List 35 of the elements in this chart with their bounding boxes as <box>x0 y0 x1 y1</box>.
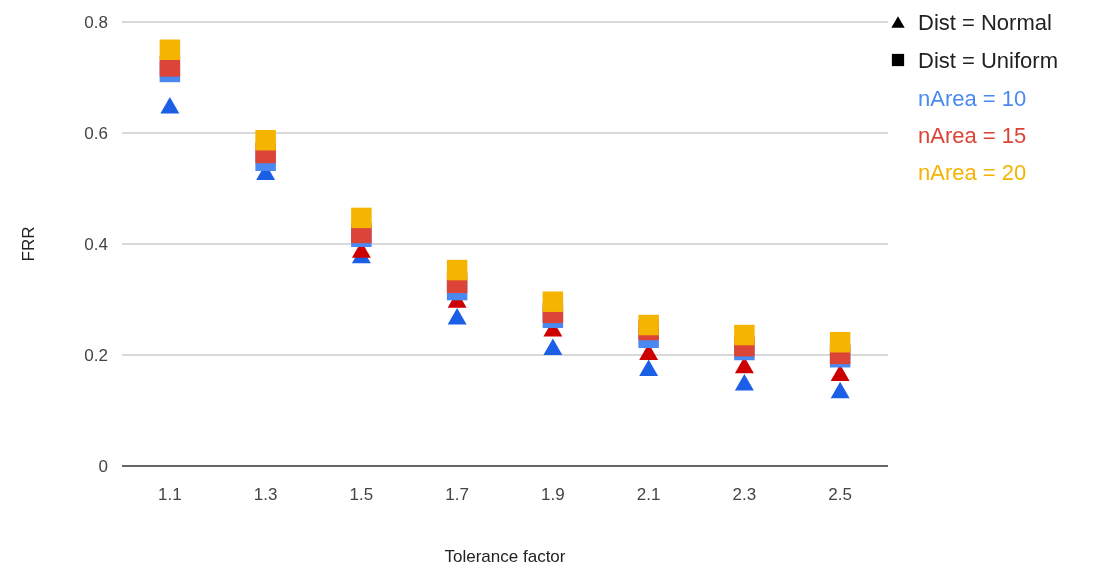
x-tick-label: 1.9 <box>541 485 565 504</box>
point <box>351 207 372 229</box>
x-tick-label: 1.5 <box>349 485 374 504</box>
x-tick-label: 1.1 <box>158 485 182 504</box>
point <box>160 97 180 114</box>
point <box>639 359 659 376</box>
point <box>543 338 563 355</box>
text: nArea = 10 <box>918 85 1027 111</box>
y-tick-label: 0 <box>98 456 108 476</box>
point <box>159 39 181 60</box>
point <box>734 324 755 346</box>
text: Dist = Normal <box>918 9 1052 35</box>
point <box>830 364 850 381</box>
x-tick-label: 1.7 <box>445 485 469 504</box>
y-tick-label: 0.8 <box>84 12 108 32</box>
y-tick-label: 0.2 <box>84 345 108 365</box>
x-axis-title: Tolerance factor <box>444 547 566 566</box>
point <box>542 291 564 312</box>
x-tick-label: 2.1 <box>636 485 661 504</box>
y-tick-label: 0.6 <box>84 123 108 143</box>
text: nArea = 15 <box>918 122 1027 148</box>
point <box>830 381 850 399</box>
point <box>255 129 276 151</box>
x-tick-label: 2.5 <box>828 485 852 504</box>
y-tick-label: 0.4 <box>84 234 108 254</box>
point <box>446 259 468 281</box>
point <box>734 373 754 391</box>
x-tick-label: 1.3 <box>253 485 278 504</box>
point <box>447 307 467 325</box>
x-tick-label: 2.3 <box>732 485 757 504</box>
text: Dist = Uniform <box>918 47 1058 73</box>
y-axis-title: FRR <box>19 226 38 262</box>
text: nArea = 20 <box>918 159 1027 185</box>
point <box>638 314 659 336</box>
point <box>829 331 851 353</box>
